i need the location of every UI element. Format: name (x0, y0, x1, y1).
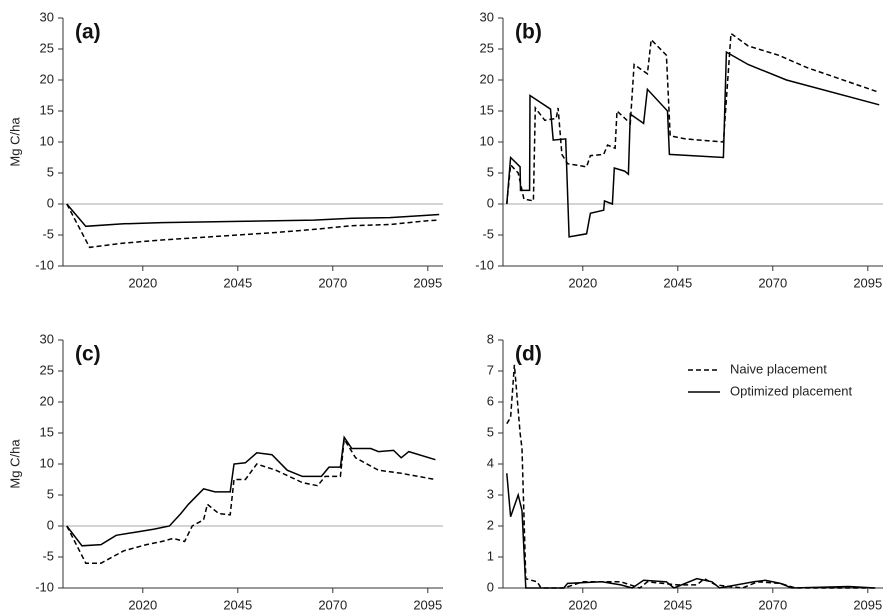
y-tick-label: 25 (480, 40, 494, 55)
y-tick-label: 0 (47, 517, 54, 532)
x-tick-label: 2070 (758, 597, 787, 612)
x-tick-label: 2070 (758, 275, 787, 290)
data-line (66, 203, 440, 228)
data-line (506, 473, 876, 589)
x-tick-label: 2045 (663, 597, 692, 612)
y-tick-label: 25 (40, 40, 54, 55)
y-tick-label: 0 (487, 195, 494, 210)
y-tick-label: 0 (487, 579, 494, 594)
y-tick-label: 20 (480, 71, 494, 86)
y-axis-label: Mg C/ha (7, 117, 22, 167)
y-tick-label: 2 (487, 517, 494, 532)
y-tick-label: 15 (480, 102, 494, 117)
y-tick-label: -10 (475, 257, 494, 272)
x-tick-label: 2020 (568, 597, 597, 612)
data-line (506, 50, 880, 238)
legend-label: Naive placement (730, 361, 827, 376)
x-tick-label: 2070 (318, 275, 347, 290)
y-tick-label: -5 (42, 226, 54, 241)
y-tick-label: 4 (487, 455, 494, 470)
data-line (506, 364, 876, 589)
y-tick-label: 10 (480, 133, 494, 148)
y-tick-label: 30 (40, 331, 54, 346)
y-tick-label: 25 (40, 362, 54, 377)
y-tick-label: 20 (40, 393, 54, 408)
y-tick-label: 15 (40, 424, 54, 439)
x-tick-label: 2020 (128, 275, 157, 290)
panel-label: (d) (515, 343, 542, 366)
y-tick-label: 5 (47, 164, 54, 179)
y-tick-label: 3 (487, 486, 494, 501)
x-tick-label: 2070 (318, 597, 347, 612)
x-tick-label: 2045 (223, 275, 252, 290)
y-tick-label: 10 (40, 133, 54, 148)
y-tick-label: 1 (487, 548, 494, 563)
panel-label: (c) (75, 343, 101, 366)
x-tick-label: 2095 (413, 597, 442, 612)
y-tick-label: 5 (487, 164, 494, 179)
panel-label: (b) (515, 21, 542, 44)
x-tick-label: 2020 (568, 275, 597, 290)
x-tick-label: 2045 (223, 597, 252, 612)
y-tick-label: 15 (40, 102, 54, 117)
y-tick-label: 10 (40, 455, 54, 470)
y-tick-label: 5 (487, 424, 494, 439)
data-line (506, 32, 880, 205)
x-tick-label: 2095 (853, 275, 882, 290)
y-tick-label: 0 (47, 195, 54, 210)
x-tick-label: 2045 (663, 275, 692, 290)
y-tick-label: -5 (42, 548, 54, 563)
y-tick-label: 8 (487, 331, 494, 346)
y-axis-label: Mg C/ha (7, 439, 22, 489)
x-tick-label: 2095 (853, 597, 882, 612)
y-tick-label: 30 (480, 9, 494, 24)
y-tick-label: 7 (487, 362, 494, 377)
data-line (66, 435, 436, 547)
legend-label: Optimized placement (730, 383, 852, 398)
panel-label: (a) (75, 21, 101, 44)
y-tick-label: 20 (40, 71, 54, 86)
x-tick-label: 2095 (413, 275, 442, 290)
x-tick-label: 2020 (128, 597, 157, 612)
y-tick-label: -10 (35, 579, 54, 594)
y-tick-label: -5 (482, 226, 494, 241)
data-line (66, 203, 440, 249)
y-tick-label: 5 (47, 486, 54, 501)
y-tick-label: 6 (487, 393, 494, 408)
data-line (66, 436, 436, 564)
y-tick-label: 30 (40, 9, 54, 24)
y-tick-label: -10 (35, 257, 54, 272)
